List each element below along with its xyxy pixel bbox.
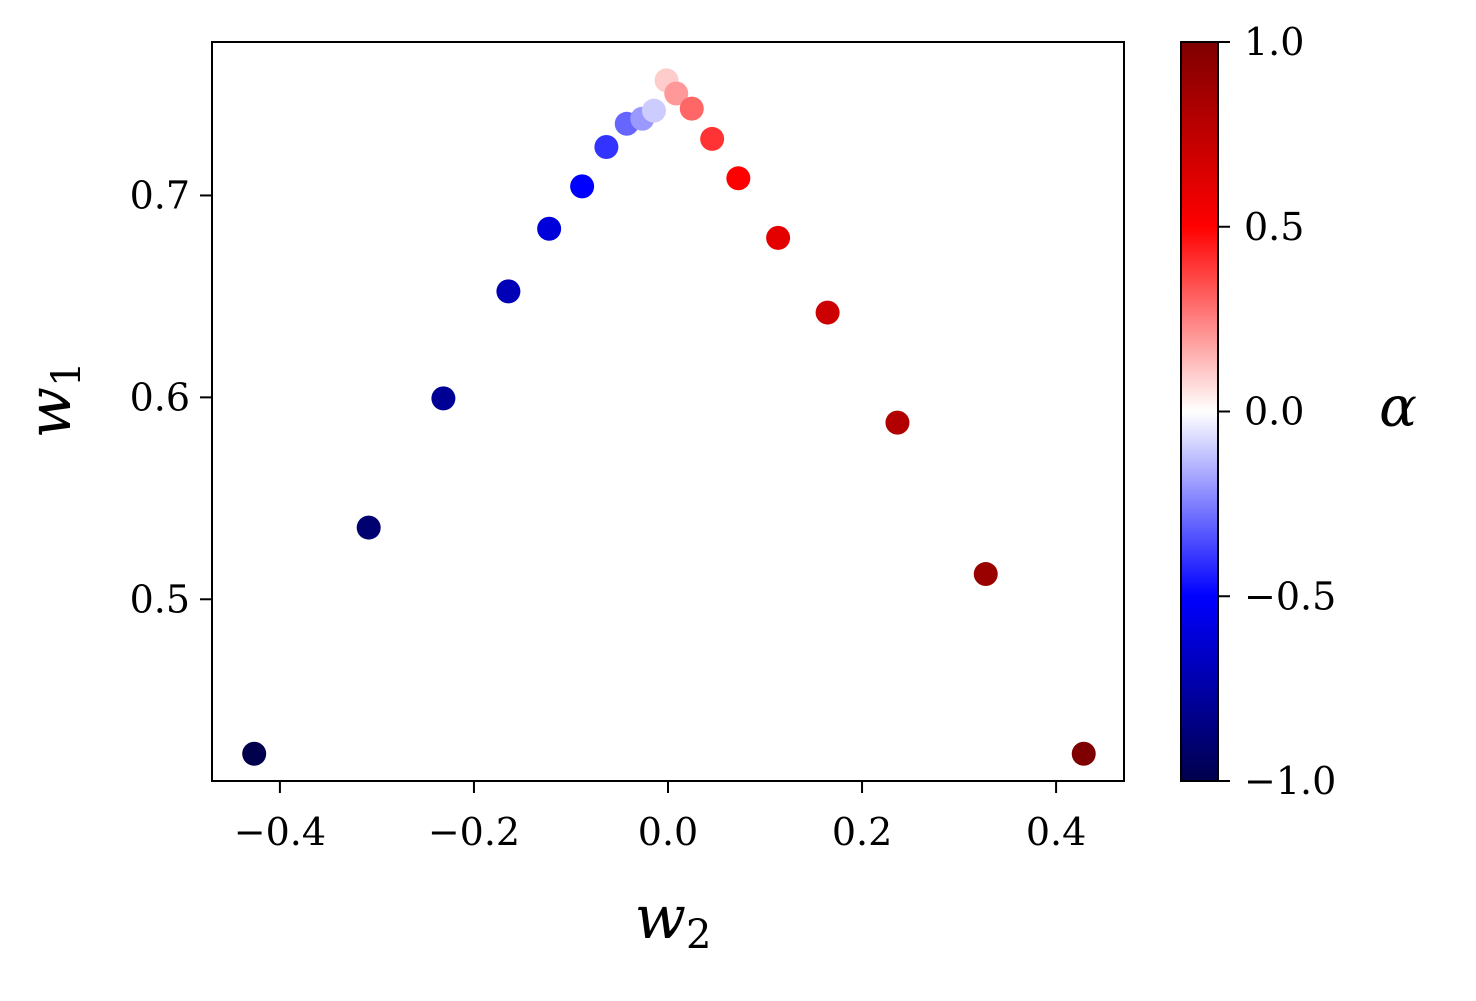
x-tick-label: 0.2 bbox=[832, 810, 892, 854]
x-tick-label: 0.0 bbox=[638, 810, 698, 854]
colorbar bbox=[1180, 41, 1219, 782]
x-axis-ticks: −0.4 −0.2 0.0 0.2 0.4 bbox=[234, 781, 1086, 854]
x-tick-label: 0.4 bbox=[1026, 810, 1086, 854]
colorbar-tick-label: 1.0 bbox=[1244, 20, 1304, 64]
y-axis-label-main: w bbox=[15, 387, 85, 438]
scatter-point bbox=[242, 741, 267, 766]
scatter-point bbox=[356, 515, 381, 540]
scatter-point bbox=[766, 225, 791, 250]
scatter-point bbox=[537, 216, 562, 241]
scatter-point bbox=[594, 134, 619, 159]
y-tick-label: 0.6 bbox=[130, 375, 190, 419]
colorbar-tick-label: −1.0 bbox=[1244, 759, 1336, 803]
scatter-point bbox=[641, 98, 666, 123]
scatter-point bbox=[815, 300, 840, 325]
scatter-point bbox=[679, 96, 704, 121]
colorbar-ticks: 1.0 0.5 0.0 −0.5 −1.0 bbox=[1218, 20, 1336, 803]
plot-area-frame bbox=[211, 41, 1125, 782]
scatter-point bbox=[726, 166, 751, 191]
colorbar-label: α bbox=[1379, 375, 1417, 440]
y-tick-label: 0.7 bbox=[130, 173, 190, 217]
x-axis-label-main: w bbox=[635, 883, 686, 953]
scatter-point bbox=[1071, 741, 1096, 766]
colorbar-tick-label: 0.0 bbox=[1244, 390, 1304, 434]
scatter-point bbox=[885, 410, 910, 435]
y-tick-label: 0.5 bbox=[130, 577, 190, 621]
scatter-point bbox=[973, 562, 998, 587]
y-axis-label-subscript: 1 bbox=[44, 362, 90, 387]
scatter-point bbox=[496, 279, 521, 304]
colorbar-tick-label: 0.5 bbox=[1244, 205, 1304, 249]
x-axis-label: w2 bbox=[635, 883, 712, 958]
scatter-point bbox=[570, 174, 595, 199]
y-axis-label: w1 bbox=[15, 362, 90, 439]
x-axis-label-subscript: 2 bbox=[686, 912, 711, 958]
scatter-point bbox=[664, 81, 689, 106]
colorbar-tick-label: −0.5 bbox=[1244, 574, 1336, 618]
scatter-point bbox=[700, 126, 725, 151]
x-tick-label: −0.2 bbox=[428, 810, 520, 854]
scatter-point bbox=[431, 386, 456, 411]
x-tick-label: −0.4 bbox=[234, 810, 326, 854]
y-axis-ticks: 0.5 0.6 0.7 bbox=[130, 173, 212, 621]
scatter-points bbox=[242, 68, 1096, 766]
